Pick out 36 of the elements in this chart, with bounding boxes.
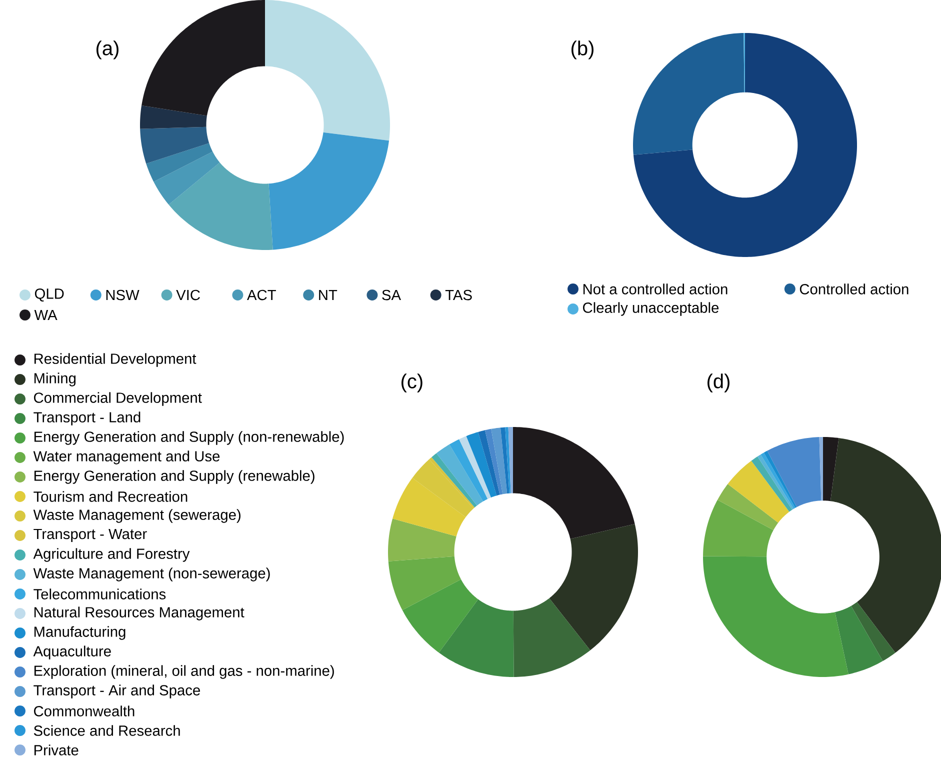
legend-label: Manufacturing xyxy=(34,626,126,640)
legend-label: Residential Development xyxy=(34,353,196,367)
legend-label: Science and Research xyxy=(34,725,180,736)
legend-label: Energy Generation and Supply (non-renewable) xyxy=(34,431,344,445)
legend-label: Energy Generation and Supply (renewable) xyxy=(34,470,314,484)
legend-label: Mining xyxy=(34,372,76,386)
legend-label: QLD xyxy=(34,288,64,302)
legend-label: NSW xyxy=(106,290,140,300)
legend-label: Exploration (mineral, oil and gas - non-marine) xyxy=(34,665,334,679)
legend-label: Waste Management (sewerage) xyxy=(33,509,240,523)
legend-label: Controlled action xyxy=(800,284,908,294)
legend-label: Waste Management (non-sewerage) xyxy=(33,568,270,582)
legend-label: WA xyxy=(34,310,58,320)
legend-label: Tourism and Recreation xyxy=(34,491,188,502)
legend-label: Water management and Use xyxy=(33,450,220,464)
legend-label: TAS xyxy=(445,290,472,300)
text: (c) xyxy=(402,374,422,392)
legend-label: Transport - Air and Space xyxy=(34,684,200,698)
legend-label: SA xyxy=(382,290,401,300)
legend-label: Aquaculture xyxy=(33,646,111,660)
legend-label: Clearly unacceptable xyxy=(583,302,719,316)
legend-label: Telecommunications xyxy=(34,588,166,600)
legend-label: Transport - Water xyxy=(34,528,147,542)
chart-title: (d) xyxy=(708,374,730,392)
legend-label: Commercial Development xyxy=(34,392,202,406)
legend-label: NT xyxy=(319,290,338,300)
legend-label: VIC xyxy=(176,290,200,300)
legend-label: Private xyxy=(34,744,78,756)
legend-label: Not a controlled action xyxy=(583,284,728,294)
legend-label: Agriculture and Forestry xyxy=(33,548,190,562)
legend-label: Natural Resources Management xyxy=(34,606,244,620)
chart-title: (b) xyxy=(572,40,594,60)
legend-label: Transport - Land xyxy=(34,412,140,426)
text: (a) xyxy=(96,40,118,60)
legend-label: ACT xyxy=(246,290,276,300)
legend-label: Commonwealth xyxy=(34,706,134,716)
